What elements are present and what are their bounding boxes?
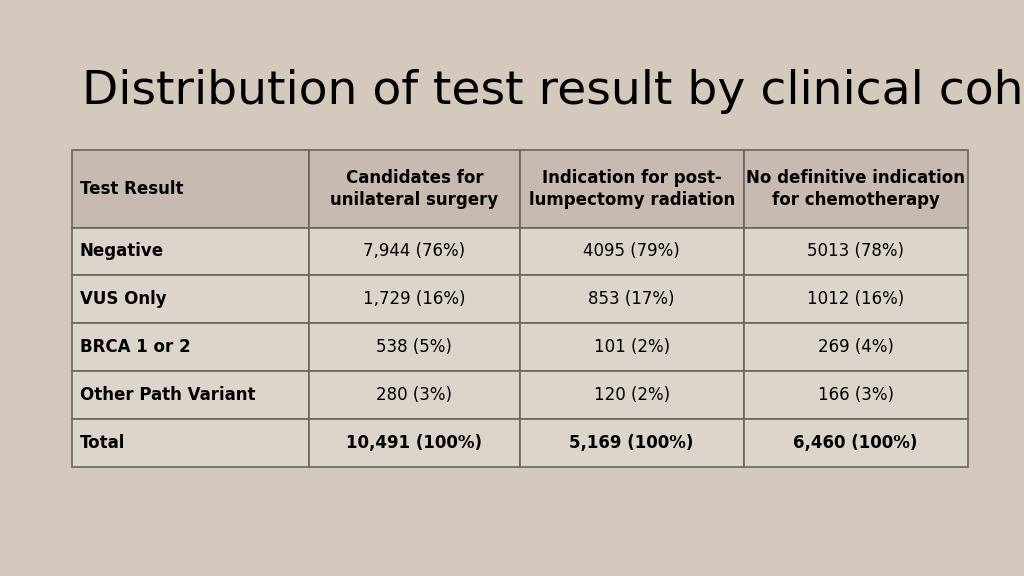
FancyBboxPatch shape: [72, 323, 309, 371]
FancyBboxPatch shape: [520, 323, 743, 371]
Text: Other Path Variant: Other Path Variant: [80, 386, 255, 404]
FancyBboxPatch shape: [743, 323, 968, 371]
FancyBboxPatch shape: [309, 150, 520, 228]
FancyBboxPatch shape: [309, 371, 520, 419]
FancyBboxPatch shape: [309, 419, 520, 467]
FancyBboxPatch shape: [520, 419, 743, 467]
FancyBboxPatch shape: [309, 228, 520, 275]
FancyBboxPatch shape: [520, 228, 743, 275]
FancyBboxPatch shape: [309, 275, 520, 323]
FancyBboxPatch shape: [72, 371, 309, 419]
FancyBboxPatch shape: [72, 275, 309, 323]
FancyBboxPatch shape: [72, 228, 309, 275]
Text: 4095 (79%): 4095 (79%): [584, 242, 680, 260]
Text: 538 (5%): 538 (5%): [377, 338, 453, 356]
FancyBboxPatch shape: [520, 371, 743, 419]
Text: BRCA 1 or 2: BRCA 1 or 2: [80, 338, 190, 356]
Text: 7,944 (76%): 7,944 (76%): [364, 242, 466, 260]
Text: 10,491 (100%): 10,491 (100%): [346, 434, 482, 452]
Text: Candidates for
unilateral surgery: Candidates for unilateral surgery: [331, 169, 499, 209]
FancyBboxPatch shape: [309, 323, 520, 371]
FancyBboxPatch shape: [743, 419, 968, 467]
Text: 6,460 (100%): 6,460 (100%): [794, 434, 918, 452]
FancyBboxPatch shape: [520, 275, 743, 323]
Text: Negative: Negative: [80, 242, 164, 260]
Text: 1012 (16%): 1012 (16%): [807, 290, 904, 308]
Text: 5013 (78%): 5013 (78%): [807, 242, 904, 260]
Text: 120 (2%): 120 (2%): [594, 386, 670, 404]
Text: 5,169 (100%): 5,169 (100%): [569, 434, 694, 452]
FancyBboxPatch shape: [743, 275, 968, 323]
FancyBboxPatch shape: [743, 150, 968, 228]
Text: Total: Total: [80, 434, 125, 452]
Text: 1,729 (16%): 1,729 (16%): [364, 290, 466, 308]
Text: 269 (4%): 269 (4%): [818, 338, 894, 356]
Text: Test Result: Test Result: [80, 180, 183, 198]
Text: 166 (3%): 166 (3%): [818, 386, 894, 404]
FancyBboxPatch shape: [520, 150, 743, 228]
Text: 280 (3%): 280 (3%): [377, 386, 453, 404]
Text: 101 (2%): 101 (2%): [594, 338, 670, 356]
Text: 853 (17%): 853 (17%): [589, 290, 675, 308]
Text: No definitive indication
for chemotherapy: No definitive indication for chemotherap…: [746, 169, 966, 209]
FancyBboxPatch shape: [72, 150, 309, 228]
FancyBboxPatch shape: [743, 371, 968, 419]
Text: VUS Only: VUS Only: [80, 290, 167, 308]
Text: Indication for post-
lumpectomy radiation: Indication for post- lumpectomy radiatio…: [528, 169, 735, 209]
FancyBboxPatch shape: [743, 228, 968, 275]
Text: Distribution of test result by clinical cohort: Distribution of test result by clinical …: [82, 69, 1024, 114]
FancyBboxPatch shape: [72, 419, 309, 467]
